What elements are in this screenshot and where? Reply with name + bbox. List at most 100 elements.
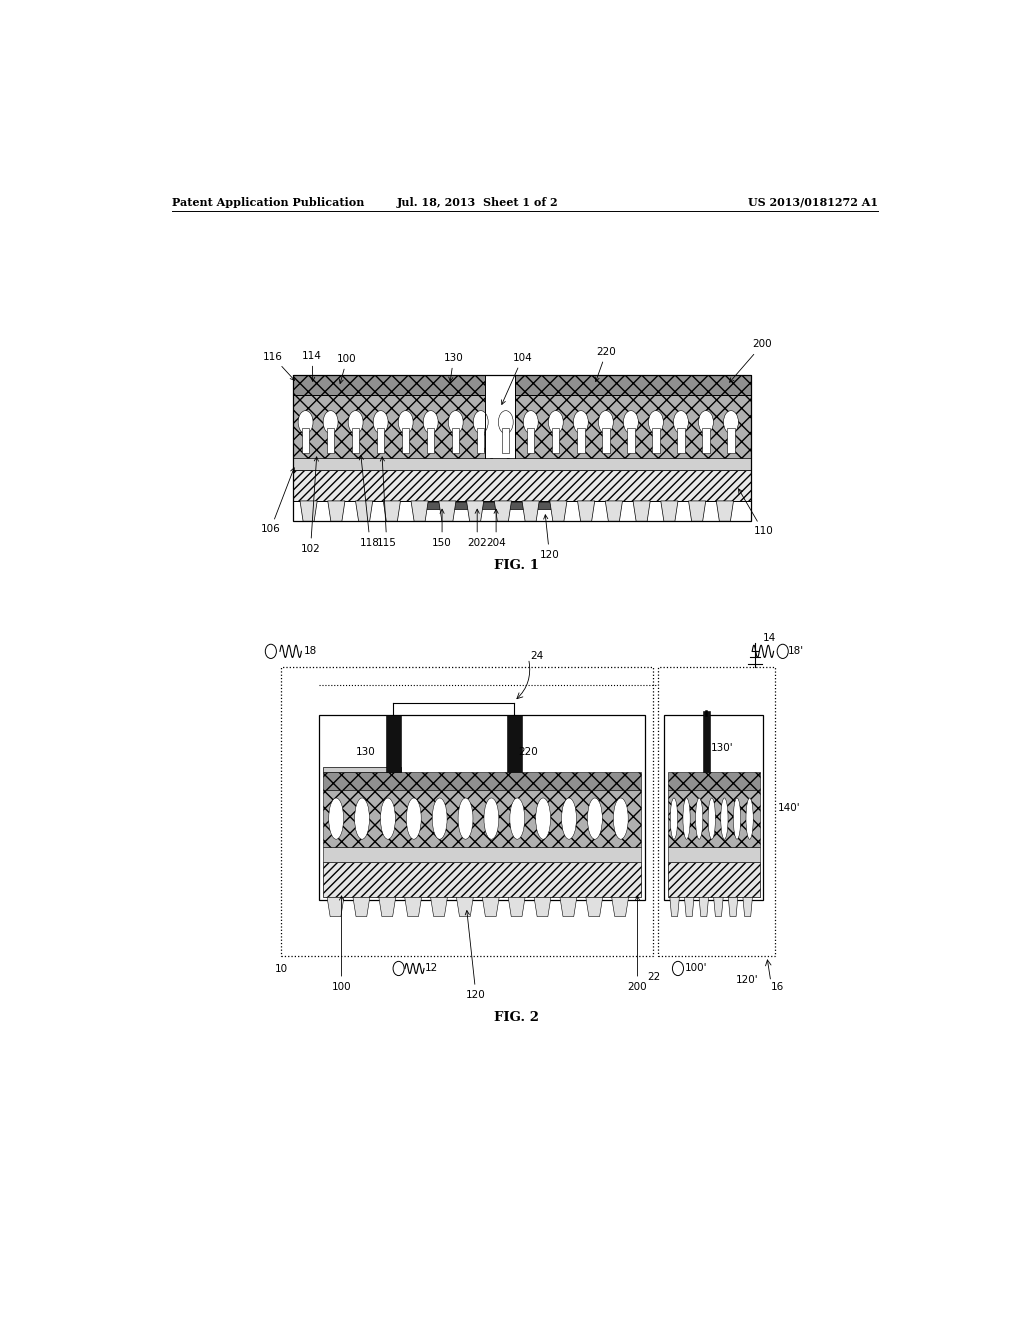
Ellipse shape	[432, 799, 447, 840]
Ellipse shape	[721, 799, 728, 840]
Text: 150: 150	[432, 510, 452, 548]
Bar	[386, 715, 400, 772]
Text: FIG. 1: FIG. 1	[495, 560, 540, 573]
Bar	[515, 375, 751, 395]
Text: 110: 110	[738, 488, 773, 536]
Bar	[627, 428, 635, 453]
Text: FIG. 2: FIG. 2	[495, 1011, 540, 1024]
Ellipse shape	[499, 411, 513, 433]
Polygon shape	[586, 898, 603, 916]
Polygon shape	[535, 898, 551, 916]
Bar	[452, 428, 460, 453]
Bar	[668, 772, 760, 789]
Bar	[293, 375, 751, 521]
Bar	[426, 502, 561, 510]
Bar	[402, 428, 410, 453]
Ellipse shape	[510, 799, 524, 840]
Bar	[485, 375, 515, 458]
Bar	[502, 428, 509, 453]
Polygon shape	[355, 500, 373, 521]
Polygon shape	[699, 898, 709, 916]
Text: 120: 120	[540, 515, 559, 560]
Text: 204: 204	[486, 510, 506, 548]
Polygon shape	[633, 500, 650, 521]
Polygon shape	[611, 898, 629, 916]
Ellipse shape	[523, 411, 539, 433]
Polygon shape	[550, 500, 567, 521]
Text: 220: 220	[595, 347, 616, 381]
Polygon shape	[728, 898, 737, 916]
Ellipse shape	[536, 799, 551, 840]
Polygon shape	[742, 898, 753, 916]
Ellipse shape	[354, 799, 370, 840]
Polygon shape	[578, 500, 595, 521]
Bar	[377, 428, 384, 453]
Bar	[668, 862, 760, 898]
Bar	[327, 428, 334, 453]
Bar	[677, 428, 685, 453]
Text: 24: 24	[530, 652, 544, 661]
Bar	[658, 667, 775, 956]
Ellipse shape	[724, 411, 738, 433]
Polygon shape	[300, 500, 317, 521]
Polygon shape	[714, 898, 723, 916]
Text: 102: 102	[301, 457, 321, 553]
Text: 100: 100	[337, 354, 356, 384]
Ellipse shape	[484, 799, 499, 840]
Bar	[427, 428, 434, 453]
Text: 118: 118	[359, 455, 380, 548]
Polygon shape	[438, 500, 456, 521]
Polygon shape	[482, 898, 499, 916]
Polygon shape	[688, 500, 706, 521]
Ellipse shape	[348, 411, 364, 433]
Polygon shape	[560, 898, 577, 916]
Text: 16: 16	[771, 982, 784, 991]
Text: 120': 120'	[736, 974, 759, 985]
Bar	[293, 470, 751, 500]
Polygon shape	[605, 500, 623, 521]
Ellipse shape	[423, 411, 438, 433]
Polygon shape	[431, 898, 447, 916]
Bar	[703, 711, 710, 772]
Ellipse shape	[458, 799, 473, 840]
Ellipse shape	[573, 411, 588, 433]
Polygon shape	[522, 500, 540, 521]
Text: US 2013/0181272 A1: US 2013/0181272 A1	[748, 197, 878, 207]
Ellipse shape	[698, 411, 714, 433]
Bar	[652, 428, 659, 453]
Text: 130: 130	[356, 747, 376, 758]
Ellipse shape	[588, 799, 602, 840]
Ellipse shape	[324, 411, 338, 433]
Ellipse shape	[449, 411, 463, 433]
Ellipse shape	[561, 799, 577, 840]
Text: 106: 106	[261, 467, 295, 535]
Polygon shape	[508, 898, 525, 916]
Text: 140': 140'	[778, 803, 801, 813]
Ellipse shape	[709, 799, 716, 840]
Polygon shape	[660, 500, 678, 521]
Polygon shape	[404, 898, 422, 916]
Polygon shape	[670, 898, 679, 916]
Bar	[668, 789, 760, 847]
Ellipse shape	[549, 411, 563, 433]
Ellipse shape	[671, 799, 678, 840]
Ellipse shape	[398, 411, 413, 433]
Bar	[727, 428, 734, 453]
Text: 18': 18'	[788, 647, 805, 656]
Bar	[324, 862, 641, 898]
Text: 130: 130	[443, 352, 464, 381]
Bar	[324, 772, 641, 789]
Polygon shape	[457, 898, 473, 916]
Bar	[302, 428, 309, 453]
Bar	[552, 428, 559, 453]
Text: 100': 100'	[685, 964, 708, 973]
Text: 10: 10	[274, 965, 288, 974]
Ellipse shape	[674, 411, 688, 433]
Text: 120: 120	[465, 911, 485, 999]
Ellipse shape	[373, 411, 388, 433]
Bar	[324, 847, 641, 862]
Ellipse shape	[746, 799, 754, 840]
Text: 200: 200	[628, 896, 647, 991]
Text: 18: 18	[304, 647, 317, 656]
Text: 116: 116	[263, 351, 295, 380]
